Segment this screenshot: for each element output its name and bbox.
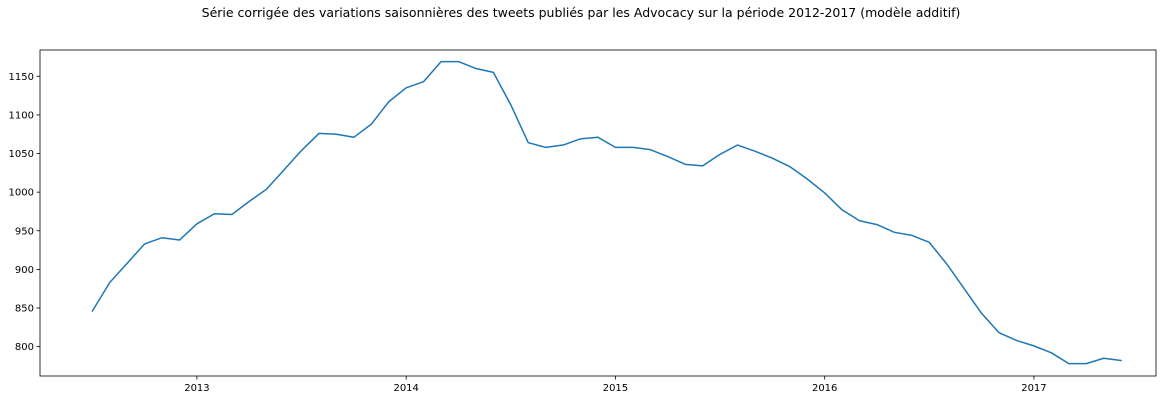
- y-tick-label: 800: [15, 342, 34, 353]
- x-tick-label: 2017: [1021, 383, 1046, 394]
- x-tick-label: 2015: [603, 383, 628, 394]
- y-axis: 800 850 900 950 1000 1050 1100 1150: [9, 72, 40, 353]
- x-tick-label: 2016: [812, 383, 837, 394]
- y-tick-label: 1100: [9, 110, 34, 121]
- series-line: [91, 60, 1122, 365]
- plot-area: 2013 2014 2015 2016 2017 800 850 900 950 1000 105…: [9, 49, 1157, 394]
- plot-frame: [39, 49, 1157, 377]
- y-tick-label: 1150: [9, 72, 34, 83]
- y-tick-label: 950: [15, 226, 34, 237]
- y-tick-label: 1000: [9, 188, 34, 199]
- x-tick-label: 2014: [393, 383, 418, 394]
- y-tick-label: 850: [15, 304, 34, 315]
- y-tick-label: 1050: [9, 149, 34, 160]
- chart-title: Série corrigée des variations saisonnièr…: [202, 5, 961, 20]
- x-tick-label: 2013: [184, 383, 209, 394]
- x-axis: 2013 2014 2015 2016 2017: [184, 376, 1047, 394]
- y-tick-label: 900: [15, 265, 34, 276]
